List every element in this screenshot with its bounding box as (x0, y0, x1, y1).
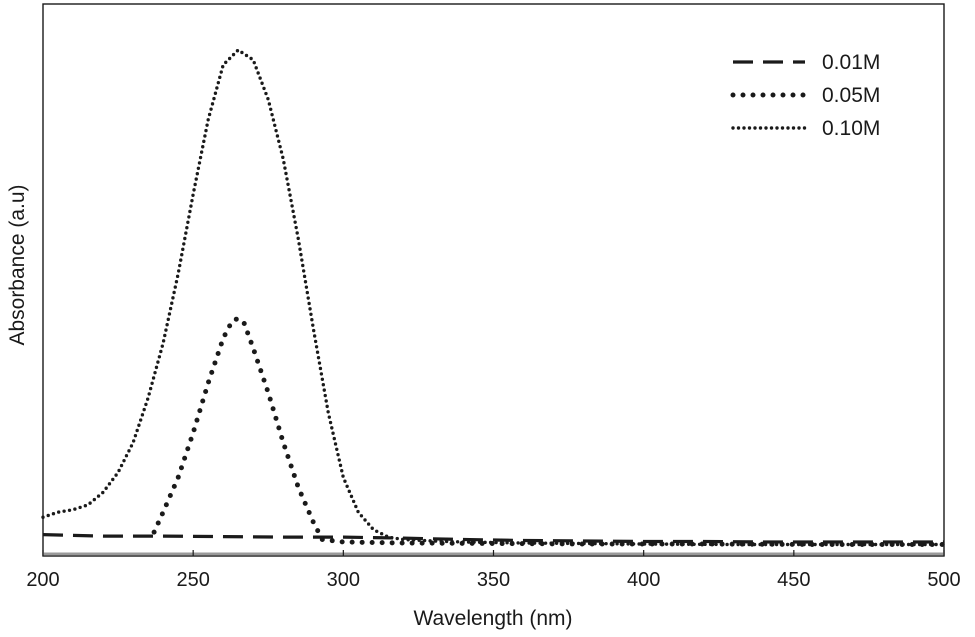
x-axis-title: Wavelength (nm) (413, 607, 572, 630)
legend: 0.01M 0.05M 0.10M (730, 51, 880, 140)
x-tick-label: 200 (26, 569, 59, 591)
series-line-0.01M (42, 533, 944, 544)
legend-label: 0.01M (822, 51, 880, 74)
legend-label: 0.10M (822, 117, 880, 140)
x-tick-label: 350 (477, 569, 510, 591)
x-tick-label: 300 (327, 569, 360, 591)
x-ticks: 200 250 300 350 400 450 500 (26, 550, 961, 591)
x-tick-label: 250 (176, 569, 209, 591)
series-layer (41, 48, 947, 547)
series-line-0.05M (151, 315, 947, 547)
x-tick-label: 500 (927, 569, 960, 591)
x-tick-label: 400 (627, 569, 660, 591)
series-line-0.10M (41, 48, 946, 547)
x-tick-label: 450 (777, 569, 810, 591)
y-axis-title: Absorbance (a.u) (6, 184, 29, 345)
plot-frame (42, 3, 945, 557)
legend-label: 0.05M (822, 84, 880, 107)
